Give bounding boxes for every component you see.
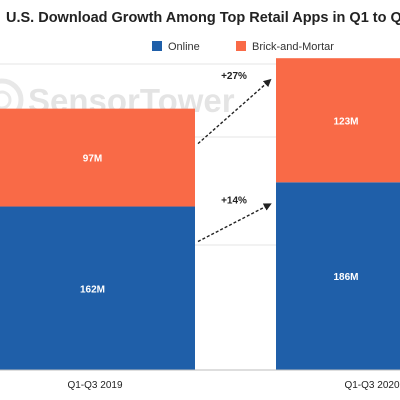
legend-swatch-brick-and-mortar [236, 41, 246, 51]
growth-annotations: +27% +14% [197, 71, 272, 243]
bar-labels: 162M 97M 186M 123M [80, 116, 359, 295]
x-axis: Q1-Q3 2019 Q1-Q3 2020 [0, 369, 400, 391]
growth-arrow [197, 203, 272, 243]
bars [0, 58, 400, 370]
growth-arrow [197, 78, 272, 145]
bar-brick-and-mortar-1 [0, 108, 195, 207]
legend-swatch-online [152, 41, 162, 51]
legend-label: Online [168, 41, 200, 53]
chart-title: U.S. Download Growth Among Top Retail Ap… [6, 10, 400, 26]
x-tick-label: Q1-Q3 2020 [344, 380, 399, 391]
data-label: 97M [83, 154, 102, 165]
x-tick-label: Q1-Q3 2019 [67, 380, 122, 391]
data-label: 123M [333, 116, 358, 127]
legend-label: Brick-and-Mortar [252, 41, 334, 53]
bar-online-1 [0, 206, 195, 370]
data-label: 162M [80, 284, 105, 295]
bar-online-2 [276, 182, 400, 370]
data-label: 186M [333, 272, 358, 283]
legend: Online Brick-and-Mortar [152, 41, 334, 53]
growth-annotation: +14% [221, 195, 247, 206]
growth-annotation: +27% [221, 71, 247, 82]
bar-brick-and-mortar-2 [276, 58, 400, 183]
